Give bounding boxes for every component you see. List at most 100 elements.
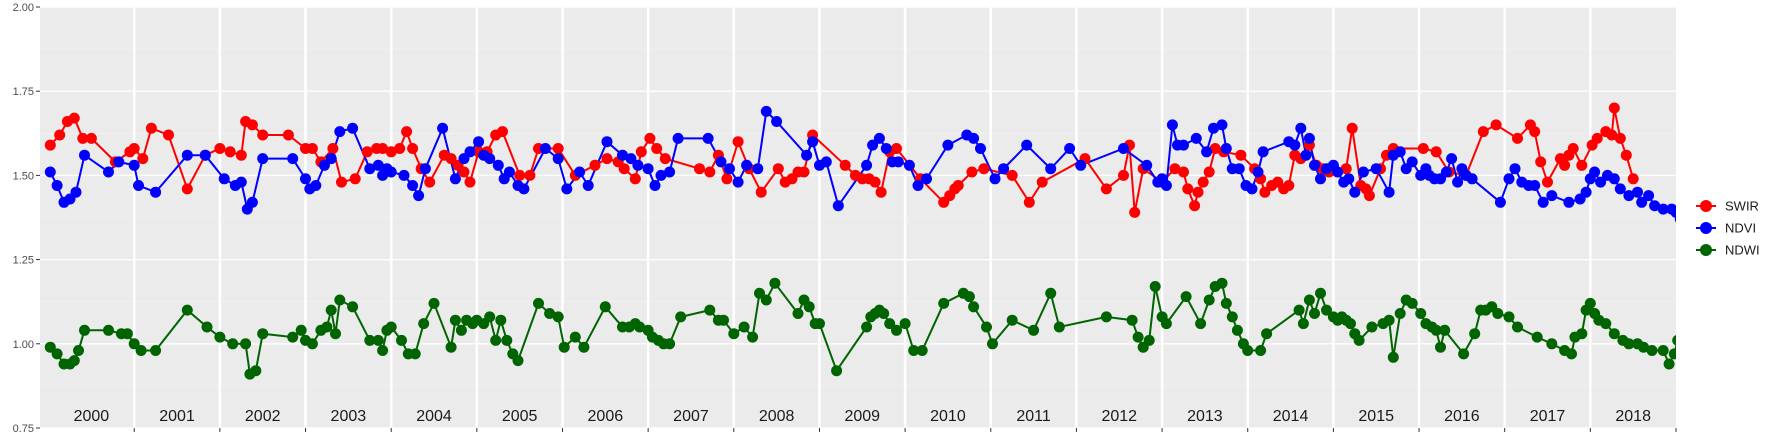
data-point-ndwi — [704, 304, 716, 316]
data-point-ndvi — [601, 136, 613, 148]
data-point-ndvi — [912, 180, 924, 191]
data-point-swir — [618, 163, 630, 175]
data-point-ndvi — [128, 159, 140, 171]
data-point-swir — [651, 143, 663, 154]
data-point-ndvi — [1452, 176, 1464, 188]
data-point-ndvi — [655, 169, 667, 181]
data-point-swir — [464, 176, 476, 188]
data-point-ndvi — [503, 166, 515, 178]
data-point-ndwi — [738, 321, 750, 333]
data-point-ndvi — [1166, 119, 1178, 131]
data-point-ndwi — [1309, 308, 1320, 319]
data-point-ndwi — [968, 301, 980, 313]
data-point-swir — [1591, 132, 1603, 144]
year-label: 2016 — [1444, 408, 1480, 425]
data-point-ndvi — [1370, 163, 1382, 175]
data-point-ndwi — [150, 345, 162, 356]
data-point-ndwi — [938, 297, 950, 309]
data-point-ndwi — [803, 301, 815, 313]
data-point-ndwi — [1439, 324, 1451, 336]
data-point-ndwi — [1315, 287, 1326, 299]
data-point-ndvi — [1649, 200, 1661, 212]
data-point-ndvi — [1614, 183, 1626, 195]
data-point-ndwi — [1566, 348, 1577, 360]
data-point-swir — [282, 129, 294, 141]
data-point-ndwi — [1657, 345, 1669, 356]
data-point-ndwi — [409, 348, 421, 360]
data-point-swir — [1023, 196, 1035, 208]
data-point-ndvi — [113, 156, 125, 168]
data-point-ndwi — [1512, 321, 1523, 333]
data-point-swir — [1006, 169, 1018, 181]
data-point-ndvi — [1509, 163, 1521, 175]
data-point-ndvi — [632, 159, 644, 171]
data-point-ndvi — [1446, 153, 1458, 165]
data-point-ndvi — [1178, 139, 1189, 151]
data-point-swir — [891, 143, 902, 154]
data-point-ndvi — [150, 186, 162, 198]
data-point-ndwi — [250, 365, 262, 377]
data-point-ndwi — [512, 355, 524, 367]
data-point-swir — [257, 129, 269, 141]
year-label: 2006 — [588, 408, 624, 425]
data-point-swir — [1192, 186, 1204, 198]
y-tick-label: 1.25 — [13, 255, 34, 267]
data-point-swir — [361, 146, 373, 158]
data-point-ndvi — [861, 159, 873, 171]
data-point-swir — [137, 153, 149, 165]
data-point-swir — [1512, 132, 1523, 144]
legend-key-marker-swir — [1700, 200, 1712, 212]
legend-key-marker-ndwi — [1700, 244, 1712, 256]
data-point-ndvi — [702, 132, 714, 144]
year-label: 2002 — [245, 408, 281, 425]
data-point-ndwi — [1345, 318, 1356, 330]
data-point-ndvi — [1636, 196, 1648, 208]
data-point-swir — [1197, 176, 1209, 188]
data-point-swir — [349, 173, 361, 185]
data-point-swir — [659, 153, 671, 165]
data-point-ndvi — [1406, 156, 1418, 168]
data-point-swir — [1340, 163, 1352, 175]
data-point-ndvi — [1546, 190, 1558, 202]
data-point-ndvi — [1349, 186, 1361, 198]
data-point-ndwi — [544, 308, 556, 319]
data-point-ndwi — [428, 297, 440, 309]
data-point-ndvi — [625, 153, 637, 165]
data-point-ndwi — [1546, 338, 1558, 350]
data-point-ndwi — [1584, 297, 1596, 309]
data-point-swir — [755, 186, 767, 198]
data-point-swir — [214, 143, 226, 154]
data-point-swir — [424, 176, 436, 188]
data-point-ndwi — [1242, 345, 1254, 356]
data-point-ndvi — [968, 132, 980, 144]
data-point-swir — [77, 132, 89, 144]
data-point-ndvi — [892, 156, 904, 168]
data-point-ndwi — [1303, 294, 1315, 306]
y-axis: 0.75 1.00 1.25 1.50 1.75 2.00 — [13, 2, 40, 435]
data-point-ndvi — [419, 163, 431, 175]
data-point-ndwi — [1160, 318, 1172, 330]
data-point-ndvi — [942, 139, 954, 151]
data-point-ndwi — [295, 324, 307, 336]
data-point-ndvi — [1343, 173, 1355, 185]
data-point-ndvi — [413, 190, 425, 202]
data-point-ndvi — [715, 156, 727, 168]
data-point-ndwi — [330, 328, 341, 340]
year-label: 2012 — [1101, 408, 1137, 425]
data-point-swir — [1559, 159, 1571, 171]
data-point-swir — [1118, 169, 1129, 181]
data-point-swir — [306, 143, 318, 154]
data-point-ndwi — [1430, 324, 1442, 336]
data-point-ndwi — [128, 338, 140, 350]
data-point-swir — [163, 129, 174, 141]
data-point-swir — [1477, 126, 1489, 138]
data-point-swir — [1203, 166, 1215, 178]
data-point-ndwi — [769, 277, 781, 289]
data-point-ndvi — [1208, 122, 1219, 134]
data-point-swir — [1363, 190, 1375, 202]
data-point-ndvi — [903, 159, 915, 171]
data-point-ndvi — [437, 122, 449, 134]
data-point-ndwi — [533, 297, 544, 309]
data-point-swir — [497, 126, 508, 138]
data-point-swir — [1182, 183, 1194, 195]
